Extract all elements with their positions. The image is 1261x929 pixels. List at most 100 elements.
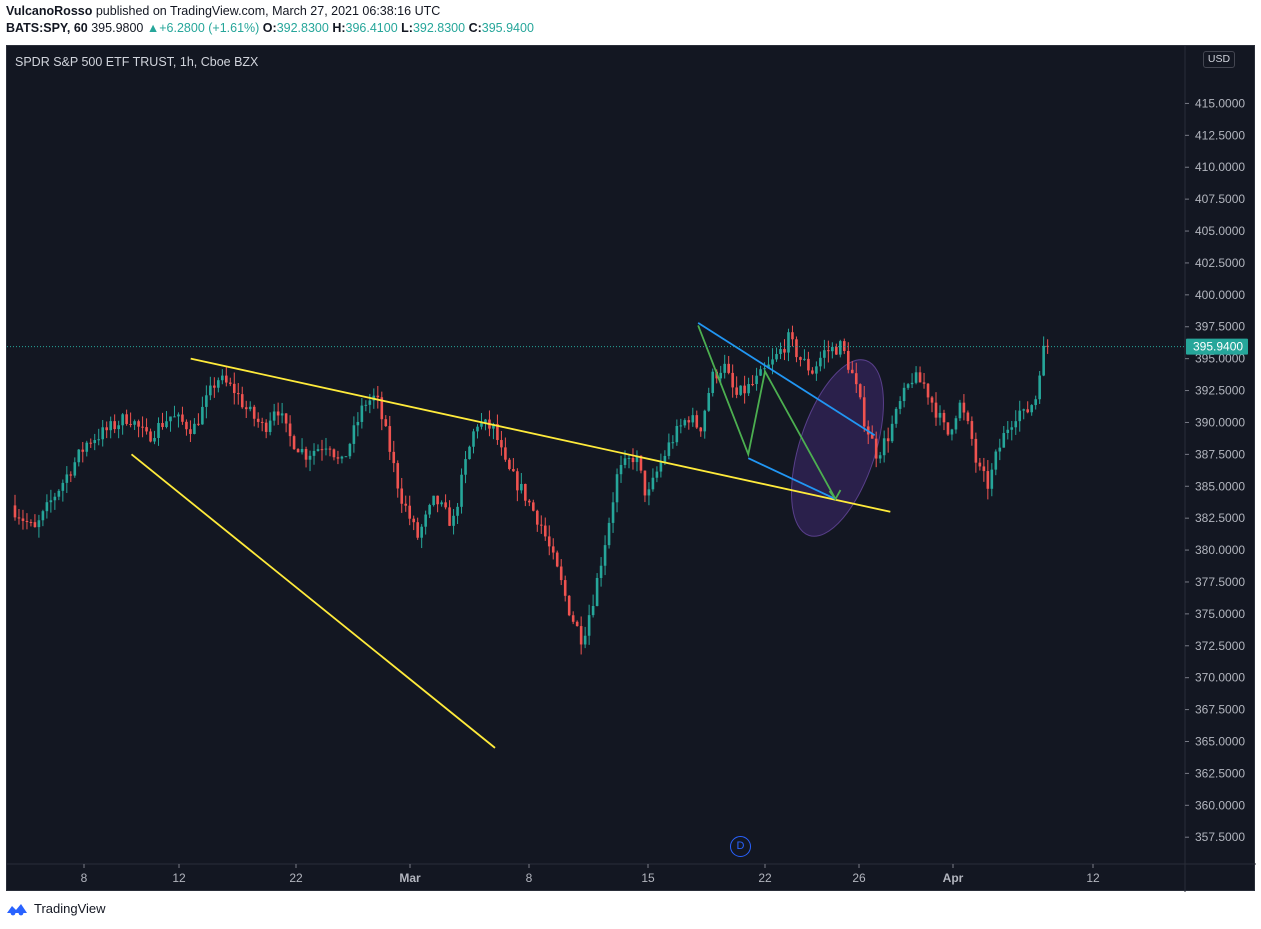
y-tick-label: 410.0000: [1195, 160, 1245, 174]
candle-body: [990, 469, 994, 489]
candle-body: [982, 466, 986, 472]
x-tick-label: 8: [526, 871, 533, 885]
candle-body: [962, 402, 966, 413]
candle-body: [938, 412, 942, 418]
candle-body: [221, 375, 224, 381]
price-chart[interactable]: 357.5000 360.0000 362.5000 365.0000 367.5000…: [7, 46, 1256, 892]
x-tick-label: 15: [641, 871, 655, 885]
candle-body: [854, 373, 858, 385]
candle-body: [500, 440, 503, 448]
candle-body: [260, 421, 264, 423]
candle-body: [392, 451, 396, 464]
publish-info: VulcanoRosso published on TradingView.co…: [6, 4, 440, 18]
candle-body: [543, 525, 547, 537]
candle-body: [815, 366, 818, 374]
candle-body: [1030, 405, 1033, 413]
candle-body: [779, 349, 782, 355]
candle-body: [201, 406, 204, 425]
candle-body: [803, 358, 806, 360]
candle-body: [81, 449, 85, 452]
candle-body: [974, 438, 978, 463]
candle-body: [53, 496, 57, 501]
candle-body: [934, 402, 938, 418]
candle-body: [559, 566, 563, 581]
dividend-marker[interactable]: D: [730, 836, 751, 857]
candle-body: [739, 385, 742, 395]
candle-body: [508, 459, 511, 469]
candle-body: [795, 339, 798, 358]
candle-body: [296, 449, 300, 453]
candle-body: [787, 332, 790, 353]
candle-body: [444, 502, 447, 508]
candle-body: [248, 406, 252, 410]
candle-body: [153, 437, 156, 442]
currency-badge[interactable]: USD: [1203, 51, 1235, 68]
candle-body: [520, 483, 523, 491]
candle-body: [763, 368, 766, 370]
y-tick-label: 402.5000: [1195, 256, 1245, 270]
candle-body: [169, 416, 172, 422]
candle-body: [344, 456, 348, 458]
candle-body: [292, 436, 296, 450]
candle-body: [368, 400, 372, 405]
candle-body: [77, 449, 81, 463]
y-tick-label: 365.0000: [1195, 734, 1245, 748]
candle-body: [97, 439, 101, 441]
candle-body: [452, 515, 455, 526]
candle-body: [1006, 429, 1010, 434]
candle-body: [651, 477, 655, 490]
candle-body: [639, 455, 643, 471]
candle-body: [232, 383, 236, 394]
candle-body: [675, 425, 679, 443]
candle-body: [324, 448, 328, 450]
candle-body: [850, 369, 854, 374]
candle-body: [906, 384, 910, 388]
candle-body: [759, 369, 762, 376]
trendline-lower: [130, 453, 496, 749]
candle-body: [304, 449, 308, 460]
x-tick-label: Mar: [399, 871, 421, 885]
chart-title: SPDR S&P 500 ETF TRUST, 1h, Cboe BZX: [15, 55, 259, 69]
candle-body: [1002, 433, 1006, 448]
candle-body: [986, 471, 990, 489]
candle-body: [846, 350, 850, 370]
candle-body: [631, 457, 635, 463]
candle-body: [942, 412, 946, 423]
candle-body: [775, 354, 778, 360]
candle-body: [189, 429, 192, 434]
candle-body: [1038, 375, 1041, 400]
candle-body: [839, 341, 842, 355]
candle-body: [173, 416, 176, 418]
candle-body: [727, 363, 730, 373]
candle-body: [966, 412, 970, 422]
candle-body: [69, 474, 73, 476]
candle-body: [707, 393, 711, 411]
footer-brand[interactable]: TradingView: [34, 901, 106, 916]
candle-body: [428, 505, 431, 515]
candle-body: [113, 421, 116, 430]
candle-body: [667, 442, 671, 456]
x-tick-label: 26: [852, 871, 866, 885]
candle-body: [328, 448, 332, 450]
author-name[interactable]: VulcanoRosso: [6, 4, 93, 18]
x-tick-label: 12: [172, 871, 186, 885]
candle-body: [954, 418, 958, 430]
candle-body: [703, 410, 707, 432]
candle-body: [659, 462, 663, 472]
candle-body: [516, 471, 519, 491]
candle-body: [360, 405, 364, 422]
candle-body: [627, 457, 631, 459]
chart-area[interactable]: 357.5000 360.0000 362.5000 365.0000 367.5000…: [6, 45, 1256, 892]
candle-body: [591, 605, 595, 616]
candle-body: [61, 482, 65, 491]
candle-body: [603, 545, 607, 566]
candle-body: [264, 422, 268, 432]
last-price-badge: [1186, 338, 1248, 355]
candle-body: [671, 442, 675, 444]
y-tick-label: 357.5000: [1195, 830, 1245, 844]
candle-body: [165, 421, 168, 428]
candle-body: [890, 423, 894, 442]
candle-body: [332, 449, 336, 458]
candle-body: [898, 401, 902, 409]
candle-body: [783, 349, 786, 353]
